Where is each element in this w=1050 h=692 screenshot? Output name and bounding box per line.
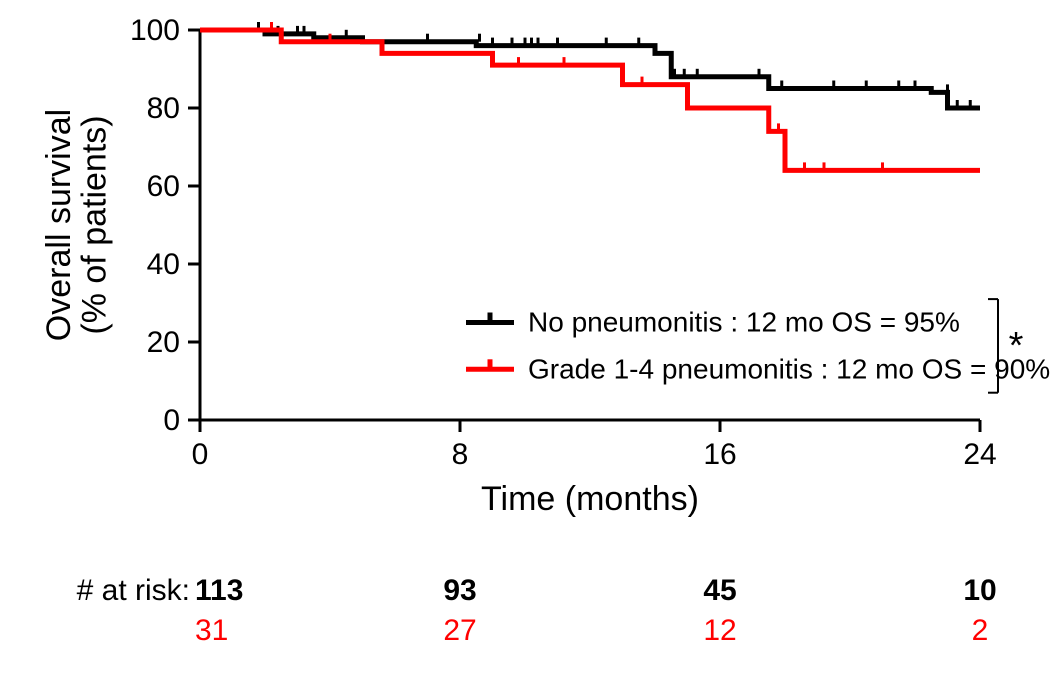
y-axis-label: Overall survival(% of patients) (40, 109, 114, 341)
kaplan-meier-chart: 0 20 40 60 80 100 0 8 16 24 Time (months) Overall s… (0, 0, 1050, 692)
at-risk-a: 113 (195, 574, 243, 607)
y-tick-label: 80 (147, 92, 180, 125)
significance-star: * (1009, 325, 1024, 367)
at-risk-b: 27 (443, 614, 476, 647)
at-risk-b: 31 (195, 614, 228, 647)
y-tick-label: 60 (147, 170, 180, 203)
at-risk-b: 2 (972, 614, 989, 647)
x-tick-label: 8 (452, 438, 469, 471)
y-tick-label: 20 (147, 326, 180, 359)
x-tick-label: 24 (963, 438, 996, 471)
y-tick-label: 40 (147, 248, 180, 281)
at-risk-a: 45 (703, 574, 736, 607)
y-tick-label: 0 (163, 404, 180, 437)
at-risk-b: 12 (703, 614, 736, 647)
series-a-legend-label: No pneumonitis : 12 mo OS = 95% (528, 307, 960, 338)
x-tick-label: 0 (192, 438, 209, 471)
x-axis-label: Time (months) (481, 480, 699, 518)
y-tick-label: 100 (130, 14, 180, 47)
x-tick-label: 16 (703, 438, 736, 471)
at-risk-a: 10 (963, 574, 996, 607)
at-risk-a: 93 (443, 574, 476, 607)
series-b-legend-label: Grade 1-4 pneumonitis : 12 mo OS = 90% (528, 353, 1050, 384)
at-risk-label: # at risk: (77, 574, 190, 607)
